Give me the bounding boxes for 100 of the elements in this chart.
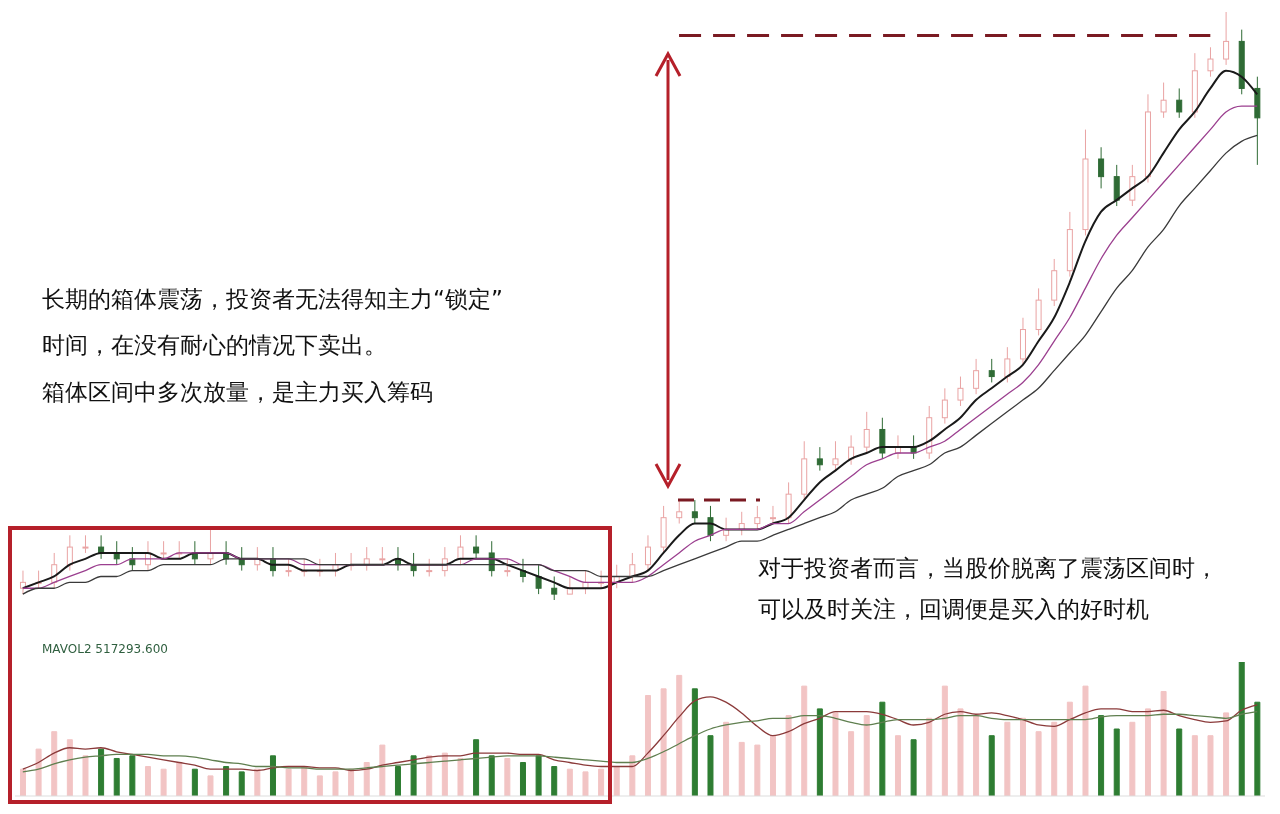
bar bbox=[51, 731, 58, 796]
candlestick bbox=[723, 517, 730, 542]
annotation: 箱体区间中多次放量，是主力买入筹码 bbox=[42, 378, 433, 407]
bar bbox=[519, 762, 526, 796]
candlestick bbox=[1160, 82, 1167, 119]
bar bbox=[473, 739, 480, 796]
bar bbox=[488, 755, 495, 796]
bar bbox=[238, 771, 245, 796]
bar bbox=[160, 768, 167, 796]
candlestick bbox=[1176, 87, 1183, 119]
bar bbox=[394, 766, 401, 796]
bar bbox=[82, 755, 89, 796]
bar bbox=[254, 768, 261, 796]
candlestick bbox=[457, 534, 464, 566]
bar bbox=[785, 715, 792, 796]
bar bbox=[660, 688, 667, 796]
candlestick bbox=[98, 534, 105, 560]
candlestick bbox=[644, 534, 651, 572]
candlestick bbox=[848, 434, 855, 466]
bar bbox=[1238, 662, 1245, 796]
candlestick bbox=[66, 534, 73, 572]
bar bbox=[269, 755, 276, 796]
bar bbox=[973, 715, 980, 796]
bar bbox=[629, 755, 636, 796]
bar bbox=[769, 735, 776, 796]
candlestick bbox=[1004, 346, 1011, 383]
annotation: 可以及时关注，回调便是买入的好时机 bbox=[758, 595, 1149, 624]
candlestick bbox=[957, 376, 964, 407]
candlestick bbox=[473, 534, 480, 560]
candlestick bbox=[551, 575, 558, 600]
bar bbox=[441, 752, 448, 796]
bar bbox=[738, 741, 745, 796]
candlestick bbox=[785, 481, 792, 525]
bar bbox=[191, 768, 198, 796]
candlestick bbox=[988, 358, 995, 383]
bar bbox=[754, 744, 761, 796]
bar bbox=[1113, 728, 1120, 796]
bar bbox=[113, 757, 120, 796]
bar bbox=[332, 771, 339, 796]
bar bbox=[551, 766, 558, 796]
candlestick bbox=[629, 552, 636, 583]
candlestick bbox=[1129, 164, 1136, 207]
bar bbox=[1191, 735, 1198, 796]
bar bbox=[910, 739, 917, 796]
bar bbox=[644, 695, 651, 796]
bar bbox=[223, 766, 230, 796]
bar bbox=[129, 755, 136, 796]
bar bbox=[723, 721, 730, 796]
bar bbox=[613, 766, 620, 796]
candlestick bbox=[832, 440, 839, 472]
candlestick bbox=[707, 505, 714, 542]
bar bbox=[582, 771, 589, 796]
bar bbox=[1144, 708, 1151, 796]
candlestick bbox=[1098, 146, 1105, 189]
candlestick bbox=[973, 358, 980, 395]
candlestick bbox=[691, 499, 698, 525]
bar bbox=[676, 674, 683, 796]
bar bbox=[863, 715, 870, 796]
bar bbox=[410, 755, 417, 796]
bar bbox=[957, 708, 964, 796]
bar bbox=[832, 712, 839, 796]
bar bbox=[504, 757, 511, 796]
bar bbox=[816, 708, 823, 796]
bar bbox=[1082, 685, 1089, 796]
bar bbox=[457, 757, 464, 796]
text: MAVOL2 517293.600 bbox=[42, 640, 168, 658]
bar bbox=[1176, 728, 1183, 796]
bar bbox=[35, 748, 42, 796]
bar bbox=[176, 762, 183, 796]
bar bbox=[1207, 735, 1214, 796]
bar bbox=[598, 768, 605, 796]
bar bbox=[848, 731, 855, 796]
bar bbox=[66, 739, 73, 796]
bar bbox=[207, 775, 214, 796]
bar bbox=[1066, 701, 1073, 796]
bar bbox=[941, 685, 948, 796]
candlestick bbox=[1223, 12, 1230, 66]
bar bbox=[1098, 715, 1105, 796]
bar bbox=[379, 744, 386, 796]
bar bbox=[1051, 721, 1058, 796]
bar bbox=[426, 755, 433, 796]
bar bbox=[285, 768, 292, 796]
bar bbox=[144, 766, 151, 796]
candlestick bbox=[879, 417, 886, 460]
bar bbox=[691, 688, 698, 796]
annotation: 长期的箱体震荡，投资者无法得知主力“锁定” bbox=[42, 285, 503, 314]
annotation: 时间，在没有耐心的情况下卖出。 bbox=[42, 331, 387, 360]
bar bbox=[1019, 717, 1026, 796]
bar bbox=[363, 762, 370, 796]
bar bbox=[988, 735, 995, 796]
bar bbox=[801, 685, 808, 796]
bar bbox=[1129, 721, 1136, 796]
candlestick bbox=[535, 564, 542, 595]
candlestick bbox=[363, 546, 370, 572]
candlestick bbox=[816, 446, 823, 472]
candlestick bbox=[1113, 164, 1120, 207]
bar bbox=[926, 717, 933, 796]
bar bbox=[535, 755, 542, 796]
bar bbox=[1223, 712, 1230, 796]
bar bbox=[1160, 690, 1167, 796]
